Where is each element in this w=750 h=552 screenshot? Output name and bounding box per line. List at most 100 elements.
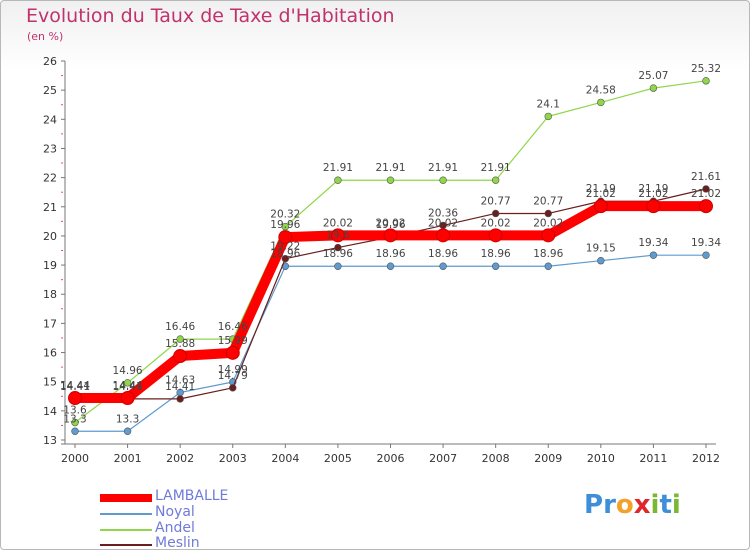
data-point-lamballe xyxy=(541,228,556,243)
data-point-lamballe xyxy=(173,349,188,364)
data-point-andel xyxy=(597,98,605,107)
data-point-meslin xyxy=(491,209,500,218)
data-point-meslin xyxy=(334,243,342,252)
logo-letter: t xyxy=(659,490,672,520)
data-point-noyal xyxy=(439,262,447,270)
data-point-noyal xyxy=(702,251,710,259)
chart-subtitle: (en %) xyxy=(27,30,64,43)
data-point-meslin xyxy=(544,209,552,218)
data-label-meslin: 20.77 xyxy=(533,195,563,207)
data-point-meslin xyxy=(702,185,710,193)
data-label-noyal: 19.15 xyxy=(586,243,616,255)
data-label-noyal: 18.96 xyxy=(323,248,353,260)
data-label-meslin: 19.6 xyxy=(326,230,350,242)
data-label-noyal: 14.99 xyxy=(218,364,248,376)
logo-letter: o xyxy=(615,490,634,520)
data-point-noyal xyxy=(71,427,79,435)
data-label-andel: 25.07 xyxy=(638,70,668,82)
data-label-lamballe: 20.02 xyxy=(428,217,458,229)
y-tick-label: 13 xyxy=(43,434,57,447)
y-tick-label: 21 xyxy=(43,201,57,214)
data-label-andel: 24.58 xyxy=(586,84,616,96)
legend-swatch xyxy=(100,544,152,546)
data-label-noyal: 18.96 xyxy=(533,248,563,260)
y-tick-label: 22 xyxy=(43,172,57,185)
data-point-lamballe xyxy=(436,228,451,243)
legend-swatch xyxy=(100,494,152,502)
data-point-andel xyxy=(386,176,395,184)
data-point-lamballe xyxy=(68,391,82,406)
data-label-noyal: 18.96 xyxy=(481,248,511,260)
data-point-noyal xyxy=(649,251,658,259)
data-point-andel xyxy=(334,176,342,184)
data-point-noyal xyxy=(334,262,342,270)
data-point-noyal xyxy=(123,427,132,435)
legend-label: Meslin xyxy=(155,535,200,551)
data-point-andel xyxy=(71,418,79,427)
data-label-meslin: 21.19 xyxy=(586,183,616,195)
data-label-meslin: 20.36 xyxy=(428,207,458,219)
y-tick-label: 24 xyxy=(43,113,57,126)
x-tick-label: 2006 xyxy=(377,452,405,465)
data-label-meslin: 21.19 xyxy=(638,183,668,195)
legend-swatch xyxy=(100,529,152,531)
data-point-andel xyxy=(649,84,658,92)
data-label-lamballe: 21.02 xyxy=(638,188,668,200)
data-label-andel: 16.46 xyxy=(218,321,248,333)
data-point-noyal xyxy=(597,257,605,265)
x-tick-label: 2000 xyxy=(61,452,89,465)
data-point-lamballe xyxy=(488,228,503,243)
data-point-andel xyxy=(439,176,447,184)
y-tick-label: 25 xyxy=(43,84,57,97)
data-label-andel: 13.6 xyxy=(63,405,87,417)
data-label-lamballe: 20.02 xyxy=(481,217,511,229)
x-tick-label: 2009 xyxy=(534,452,562,465)
data-point-noyal xyxy=(491,262,500,270)
legend-label: Noyal xyxy=(155,504,195,520)
y-tick-label: 23 xyxy=(43,142,57,155)
data-point-andel xyxy=(281,222,290,231)
data-point-meslin xyxy=(281,254,290,263)
logo-letter: x xyxy=(633,490,651,520)
data-point-andel xyxy=(176,335,184,343)
data-point-lamballe xyxy=(330,228,345,243)
data-label-lamballe: 15.99 xyxy=(218,335,248,347)
proxiti-logo: Proxiti xyxy=(584,490,681,520)
legend-label: Andel xyxy=(155,520,195,536)
x-tick-label: 2001 xyxy=(114,452,142,465)
data-label-meslin: 21.61 xyxy=(691,171,721,183)
y-tick-label: 16 xyxy=(43,347,57,360)
data-point-andel xyxy=(491,176,500,184)
x-tick-label: 2003 xyxy=(219,452,247,465)
x-tick-label: 2011 xyxy=(639,452,667,465)
legend-swatch xyxy=(100,513,152,515)
y-tick-label: 18 xyxy=(43,288,57,301)
data-label-lamballe: 14.44 xyxy=(60,380,90,392)
y-tick-label: 19 xyxy=(43,259,57,272)
data-point-lamballe xyxy=(646,199,661,214)
data-label-meslin: 19.22 xyxy=(270,241,300,253)
data-label-andel: 16.46 xyxy=(165,321,195,333)
data-label-noyal: 18.96 xyxy=(270,248,300,260)
data-point-lamballe xyxy=(593,199,608,214)
y-tick-label: 17 xyxy=(43,317,57,330)
data-label-noyal: 14.63 xyxy=(165,374,195,386)
data-label-lamballe: 21.02 xyxy=(586,188,616,200)
data-label-meslin: 20.77 xyxy=(481,195,511,207)
data-point-lamballe xyxy=(699,199,713,214)
data-point-andel xyxy=(123,379,132,387)
x-tick-label: 2004 xyxy=(271,452,299,465)
x-tick-label: 2007 xyxy=(429,452,457,465)
data-label-lamballe: 20.02 xyxy=(533,217,563,229)
data-point-lamballe xyxy=(120,391,135,406)
data-label-andel: 21.91 xyxy=(428,162,458,174)
data-label-andel: 14.96 xyxy=(113,365,143,377)
logo-letter: i xyxy=(671,490,681,520)
y-tick-label: 15 xyxy=(43,376,57,389)
data-point-lamballe xyxy=(278,230,293,245)
logo-letter: r xyxy=(603,490,616,520)
legend-label: LAMBALLE xyxy=(155,488,229,504)
data-label-andel: 20.32 xyxy=(270,209,300,221)
data-label-lamballe: 21.02 xyxy=(691,188,721,200)
